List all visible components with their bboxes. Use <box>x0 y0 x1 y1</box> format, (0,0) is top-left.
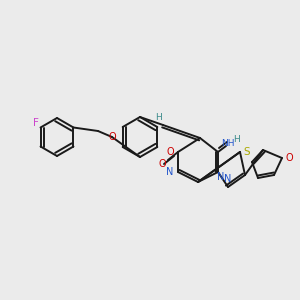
Text: N: N <box>224 174 232 184</box>
Text: F: F <box>33 118 38 128</box>
Text: O: O <box>158 159 166 169</box>
Text: O: O <box>285 153 293 163</box>
Text: N: N <box>166 167 174 177</box>
Text: N: N <box>217 172 225 182</box>
Text: O: O <box>166 147 174 157</box>
Text: H: H <box>156 113 162 122</box>
Text: H: H <box>232 136 239 145</box>
Text: S: S <box>244 147 250 157</box>
Text: NH: NH <box>221 140 235 148</box>
Text: O: O <box>108 132 116 142</box>
